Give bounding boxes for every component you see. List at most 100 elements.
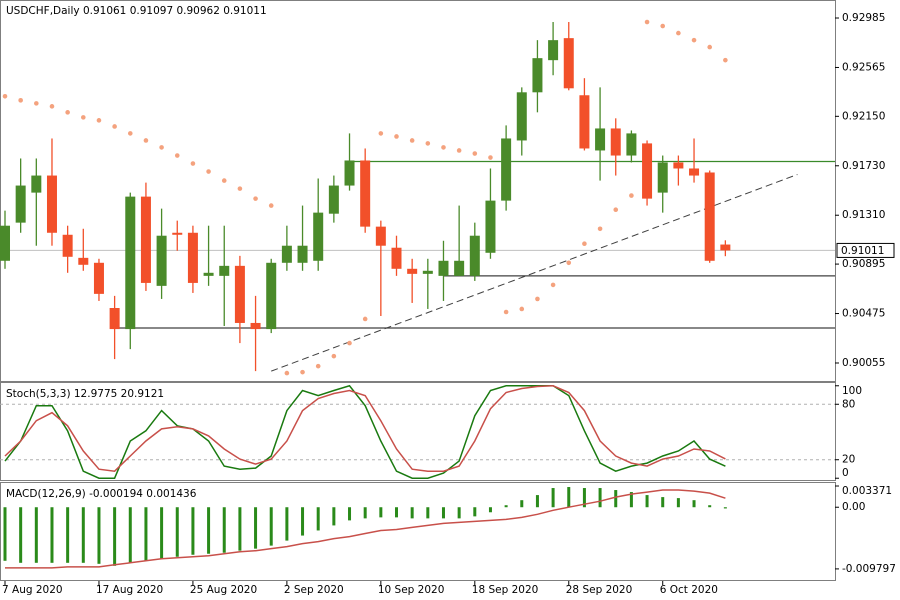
y-tick-label: 0.91310 [842,209,885,221]
macd-bar [301,507,305,536]
candle-body [266,262,277,330]
stoch-line [4,385,726,472]
y-tick-label: 0.003371 [842,485,892,497]
candle-body [78,257,89,265]
macd-bar [692,500,696,508]
sar-dot [472,151,478,156]
last-price-box [836,242,895,258]
y-tick-label: 0.91730 [842,160,885,172]
sar-dot [221,178,227,183]
sar-dot [65,110,70,115]
sar-dot [613,207,619,212]
macd-bar [520,500,524,508]
panel-title: USDCHF,Daily 0.91061 0.91097 0.90962 0.9… [6,5,267,17]
sar-dot [707,44,712,50]
panel-title: MACD(12,26,9) -0.000194 0.001436 [6,488,197,500]
candle-body [720,244,731,251]
panel-title: Stoch(5,3,3) 12.9775 20.9121 [6,388,164,400]
sar-dot [644,19,650,25]
macd-bar [473,507,477,517]
macd-bar [254,507,258,549]
sar-dot [550,282,556,288]
candle-body [62,234,73,257]
candle-body [689,168,700,176]
macd-bar [582,488,586,508]
macd-bar [363,507,367,519]
macd-bar [395,507,398,518]
candle-body [469,235,480,276]
macd-bar [598,488,602,508]
macd-bar [222,507,226,553]
sar-dot [723,57,728,63]
macd-bar [19,507,23,563]
candle-body [344,160,355,186]
candle-body [140,196,151,283]
sar-dot [691,37,697,43]
macd-bar [504,505,508,508]
stoch-panel [0,382,836,481]
sar-dot [394,134,399,139]
macd-bar [3,507,7,561]
y-tick-label: 0.92565 [842,61,885,73]
macd-bar [645,495,649,508]
candle-body [109,308,120,330]
macd-bar [191,507,195,555]
sar-dot [660,23,666,29]
macd-bar [285,507,289,541]
x-tick-label: 10 Sep 2020 [378,584,445,596]
sar-dot [190,161,196,166]
sar-dot [456,148,462,153]
macd-bar [50,507,54,563]
sar-dot [237,186,243,191]
macd-bar [551,488,555,508]
y-tick-label: 80 [842,398,855,410]
macd-bar [128,507,132,563]
candle-body [407,268,418,274]
y-tick-label: 0.92985 [842,12,885,24]
candle-body [579,95,590,149]
candle-body [125,196,136,330]
sar-dot [34,101,39,106]
candle-body [516,92,527,141]
y-tick-label: 0.90895 [842,258,885,270]
candle-body [563,38,574,89]
macd-bar [629,492,633,508]
x-tick-label: 17 Aug 2020 [96,584,163,596]
macd-bar [441,507,445,519]
sar-dot [535,296,540,302]
sar-dot [362,316,368,322]
candle-body [642,143,653,199]
macd-panel [0,482,836,581]
stoch-line [4,384,726,479]
macd-bar [661,497,665,508]
sar-dot [253,196,258,201]
sar-dot [2,94,8,99]
y-tick-label: 0.92150 [842,110,885,122]
candle-body [375,226,386,246]
sar-dot [159,145,164,150]
sar-dot [503,309,509,315]
candle-body [172,232,183,235]
macd-bar [676,498,680,508]
sar-dot [566,260,572,266]
sar-dot [519,306,525,312]
candle-body [234,265,245,323]
macd-bar [144,507,148,561]
sar-dot [347,340,352,346]
candle-body [156,235,167,286]
macd-bar [348,507,352,521]
signal-line [5,489,726,569]
candle-body [454,260,465,276]
candle-body [31,175,42,193]
macd-bar [97,507,101,564]
candle-body [422,270,433,274]
macd-bar [426,507,430,519]
macd-bar [567,487,571,508]
candle-body [219,265,230,276]
macd-bar [175,507,179,557]
last-price-label: 0.91011 [841,245,884,257]
y-tick-label: 0.00 [842,501,865,513]
candle-body [704,172,715,261]
macd-bar [723,507,727,509]
